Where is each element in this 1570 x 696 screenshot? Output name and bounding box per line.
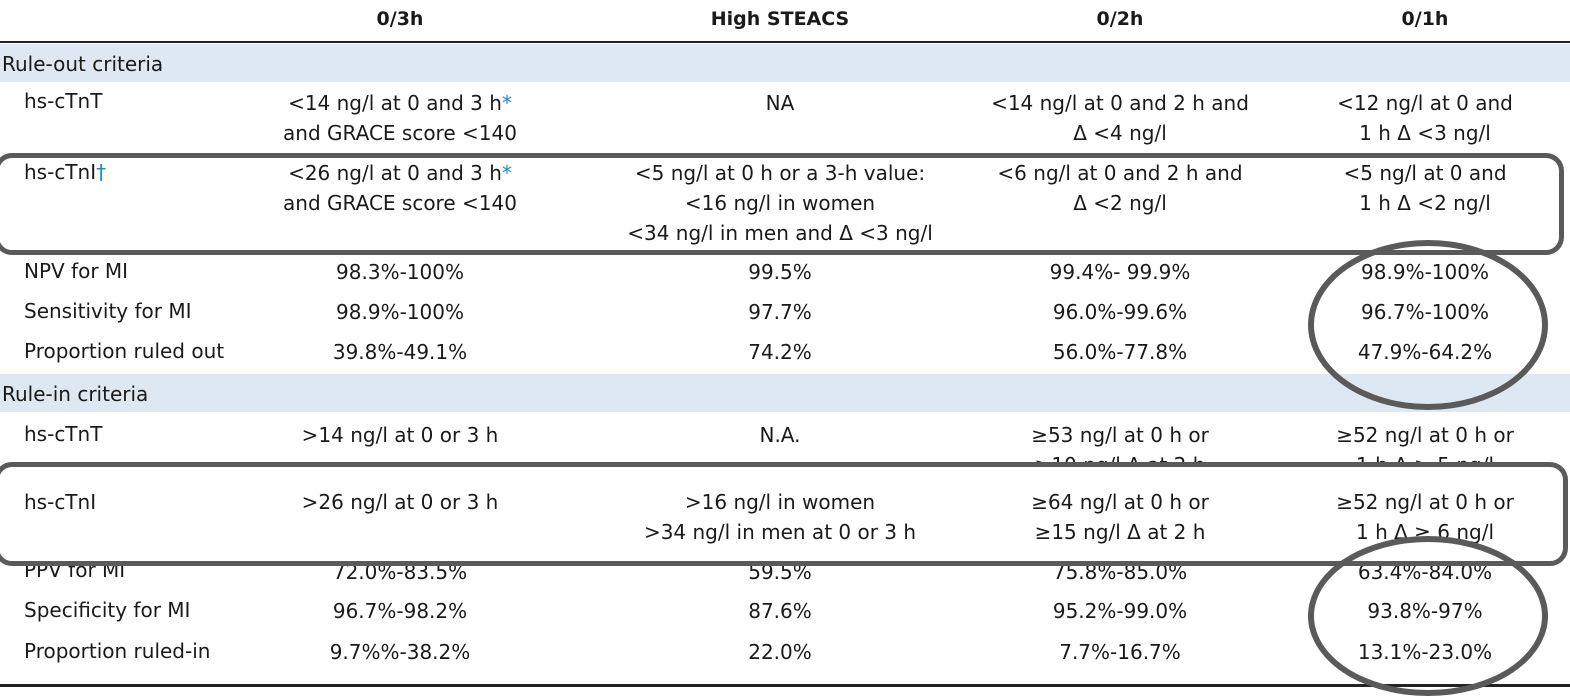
table-cell: 98.9%-100% <box>336 300 464 324</box>
row-label: Specificity for MI <box>24 598 191 622</box>
table-cell: ≥64 ng/l at 0 h or ≥15 ng/l Δ at 2 h <box>1031 490 1209 544</box>
table-cell: 96.0%-99.6% <box>1052 300 1188 324</box>
column-header-high-steacs: High STEACS <box>710 8 850 30</box>
section-rule-out-label: Rule-out criteria <box>2 52 164 76</box>
table-cell: 56.0%-77.8% <box>1052 340 1188 364</box>
clip-region: ≥52 ng/l at 0 h or 1 h Δ ≥ 5 ng/l <box>1290 420 1560 465</box>
section-rule-out: Rule-out criteria <box>0 44 1570 82</box>
highlight-box-rule-out-hs-ctni <box>0 153 1564 255</box>
table-header: 0/3h High STEACS 0/2h 0/1h <box>0 0 1570 42</box>
table-cell: 59.5% <box>748 565 812 584</box>
table-cell: ≥52 ng/l at 0 h or 1 h Δ ≥ 6 ng/l <box>1336 490 1514 544</box>
row-label: Proportion ruled-in <box>24 639 211 663</box>
bottom-rule <box>0 684 1570 687</box>
table-cell: <6 ng/l at 0 and 2 h and Δ <2 ng/l <box>997 161 1243 215</box>
section-rule-in: Rule-in criteria <box>0 374 1570 412</box>
table-cell: 99.4%- 99.9% <box>1049 260 1191 284</box>
table-cell: 9.7%%-38.2% <box>329 640 471 664</box>
table-cell: 72.0%-83.5% <box>332 565 468 584</box>
table-cell: 98.3%-100% <box>336 260 464 284</box>
highlight-ellipse-rule-out-0-1h <box>1308 240 1548 410</box>
row-label: Proportion ruled out <box>24 339 225 363</box>
table-cell: NA <box>765 91 795 115</box>
row-label: PPV for MI <box>24 565 126 582</box>
table-cell: 87.6% <box>748 599 812 623</box>
table-cell: 22.0% <box>748 640 812 664</box>
table-cell: >14 ng/l at 0 or 3 h <box>301 423 499 447</box>
table-cell: 95.2%-99.0% <box>1052 599 1188 623</box>
highlight-box-rule-in-hs-ctni <box>0 462 1568 566</box>
table-cell: ≥53 ng/l at 0 h or ≥10 ng/l Δ at 2 h <box>1031 423 1209 465</box>
table-cell: <5 ng/l at 0 h or a 3-h value: <16 ng/l … <box>627 161 933 245</box>
table-cell: >26 ng/l at 0 or 3 h <box>301 490 499 514</box>
clip-region: ≥53 ng/l at 0 h or ≥10 ng/l Δ at 2 h <box>960 420 1280 465</box>
table-cell: N.A. <box>759 423 801 447</box>
column-header-0-1h: 0/1h <box>1401 8 1449 30</box>
row-label: hs-cTnT <box>24 422 103 446</box>
highlight-ellipse-rule-in-0-1h <box>1308 536 1548 696</box>
table-cell: ≥52 ng/l at 0 h or 1 h Δ ≥ 5 ng/l <box>1336 423 1514 465</box>
table-cell: 39.8%-49.1% <box>332 340 468 364</box>
table-cell: >16 ng/l in women >34 ng/l in men at 0 o… <box>643 490 917 544</box>
table-cell: <5 ng/l at 0 and 1 h Δ <2 ng/l <box>1343 161 1507 215</box>
section-rule-in-label: Rule-in criteria <box>2 382 149 406</box>
row-label: NPV for MI <box>24 259 129 283</box>
column-header-0-2h: 0/2h <box>1096 8 1144 30</box>
row-label: hs-cTnI <box>24 490 97 514</box>
table-cell: 96.7%-98.2% <box>332 599 468 623</box>
table-cell: 75.8%-85.0% <box>1052 565 1188 584</box>
table-cell: 99.5% <box>748 260 812 284</box>
header-rule <box>0 41 1570 43</box>
column-header-0-3h: 0/3h <box>376 8 424 30</box>
table-cell: 74.2% <box>748 340 812 364</box>
table-cell: <14 ng/l at 0 and 2 h and Δ <4 ng/l <box>991 91 1249 145</box>
table-cell: <14 ng/l at 0 and 3 h* and GRACE score <1… <box>283 91 517 145</box>
table-cell: <26 ng/l at 0 and 3 h* and GRACE score <1… <box>283 161 517 215</box>
row-label: hs-cTnT <box>24 89 103 113</box>
table-cell: 7.7%-16.7% <box>1059 640 1181 664</box>
row-label: hs-cTnI† <box>24 160 107 184</box>
row-label: Sensitivity for MI <box>24 299 192 323</box>
table-cell: <12 ng/l at 0 and 1 h Δ <3 ng/l <box>1337 91 1513 145</box>
table-cell: 97.7% <box>748 300 812 324</box>
